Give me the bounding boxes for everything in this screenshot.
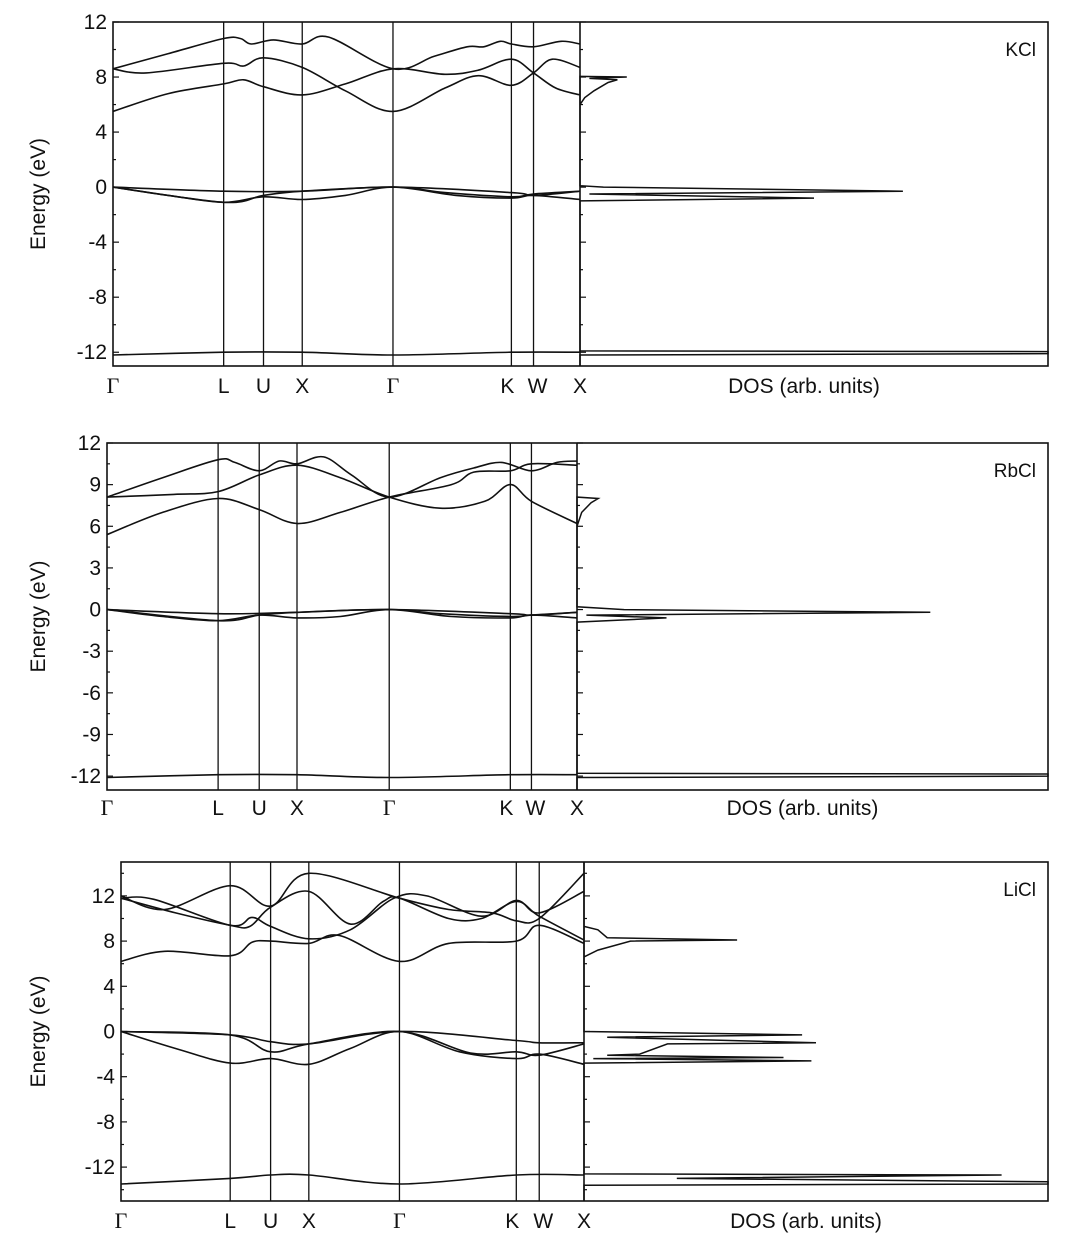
y-tick-label: -6 (82, 682, 101, 705)
k-point-label: Γ (387, 373, 400, 398)
y-tick-label: 8 (103, 930, 115, 953)
k-point-label: X (577, 1210, 591, 1233)
y-tick-label: 3 (89, 557, 101, 580)
y-tick-label: -4 (96, 1066, 115, 1089)
y-tick-label: 4 (103, 975, 115, 998)
k-point-label: X (290, 797, 304, 820)
y-axis-label: Energy (eV) (27, 560, 50, 672)
band-line (112, 56, 581, 113)
panel-kcl: -12 -8 -4 0 4 8 12 Energy (eV) Γ L U X Γ K W X DOS (arb.… (27, 11, 1049, 398)
band-line (112, 186, 581, 204)
k-point-label: X (302, 1210, 316, 1233)
band-line (120, 1030, 585, 1046)
y-tick-label: 0 (89, 599, 101, 622)
y-tick-label: -4 (88, 231, 107, 254)
band-line (120, 872, 585, 924)
k-point-label: W (528, 375, 548, 398)
y-tick-label: 6 (89, 515, 101, 538)
k-point-label: Γ (115, 1208, 128, 1233)
band-line (106, 773, 578, 779)
band-line (120, 890, 585, 940)
panel-licl: -12 -8 -4 0 4 8 12 Energy (eV) Γ L U X Γ K W X DOS (arb.… (27, 861, 1049, 1233)
y-tick-label: 0 (103, 1021, 115, 1044)
band-line (120, 1030, 585, 1066)
k-point-label: U (263, 1210, 278, 1233)
compound-label: RbCl (994, 461, 1036, 482)
band-line (112, 35, 581, 71)
y-tick-label: -9 (82, 723, 101, 746)
k-point-label: X (295, 375, 309, 398)
y-axis-label: Energy (eV) (27, 138, 50, 250)
y-tick-label: 0 (95, 176, 107, 199)
k-point-label: K (500, 375, 514, 398)
band-line (120, 924, 585, 963)
k-point-label: L (218, 375, 230, 398)
dos-line (579, 75, 1049, 366)
y-tick-label: -12 (77, 341, 107, 364)
k-point-label: Γ (101, 795, 114, 820)
k-point-label: W (526, 797, 546, 820)
y-tick-label: 8 (95, 66, 107, 89)
compound-label: LiCl (1003, 880, 1036, 901)
y-tick-label: 12 (92, 885, 115, 908)
k-point-label: Γ (107, 373, 120, 398)
band-line (106, 464, 578, 525)
y-tick-label: 12 (84, 11, 107, 34)
y-tick-label: 4 (95, 121, 107, 144)
band-line (112, 58, 581, 113)
y-tick-label: -8 (96, 1111, 115, 1134)
y-tick-label: -3 (82, 640, 101, 663)
dos-axis-label: DOS (arb. units) (727, 797, 879, 820)
k-point-label: W (533, 1210, 553, 1233)
y-tick-label: -8 (88, 286, 107, 309)
band-line (112, 351, 581, 356)
k-point-label: X (570, 797, 584, 820)
y-tick-label: -12 (85, 1156, 115, 1179)
k-point-label: U (252, 797, 267, 820)
dos-axis-label: DOS (arb. units) (728, 375, 880, 398)
dos-axis-label: DOS (arb. units) (730, 1210, 882, 1233)
k-point-label: Γ (383, 795, 396, 820)
band-line (120, 1173, 585, 1185)
k-point-label: L (224, 1210, 236, 1233)
band-line (120, 1030, 585, 1057)
compound-label: KCl (1005, 40, 1036, 61)
k-point-label: X (573, 375, 587, 398)
dos-line (576, 496, 1049, 790)
band-line (106, 608, 578, 622)
band-line (120, 890, 585, 941)
y-tick-label: 12 (78, 432, 101, 455)
y-axis-label: Energy (eV) (27, 975, 50, 1087)
k-point-label: Γ (393, 1208, 406, 1233)
k-point-label: U (256, 375, 271, 398)
y-tick-label: -12 (71, 765, 101, 788)
k-point-label: K (505, 1210, 519, 1233)
k-point-label: L (212, 797, 224, 820)
k-point-label: K (499, 797, 513, 820)
y-tick-label: 9 (89, 474, 101, 497)
band-line (106, 455, 578, 498)
band-line (106, 462, 578, 536)
dos-line (583, 862, 1049, 1201)
